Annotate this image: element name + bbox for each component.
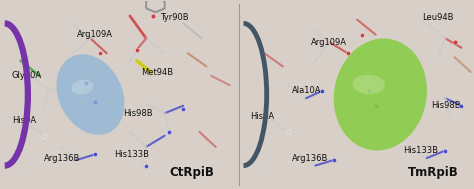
Ellipse shape — [71, 80, 93, 94]
Text: His133B: His133B — [114, 150, 149, 159]
Ellipse shape — [353, 74, 385, 94]
Point — [372, 104, 380, 107]
Point — [330, 158, 338, 161]
Point — [284, 130, 292, 133]
Text: Met94B: Met94B — [141, 67, 173, 77]
Text: Arg109A: Arg109A — [311, 38, 347, 47]
Text: Ala10A: Ala10A — [292, 86, 322, 95]
Point — [96, 52, 103, 55]
Point — [319, 89, 326, 92]
Point — [165, 130, 173, 133]
Text: Leu94B: Leu94B — [422, 13, 454, 22]
Point — [458, 104, 465, 107]
Point — [142, 164, 150, 167]
Text: His133B: His133B — [403, 146, 438, 155]
Point — [133, 48, 141, 51]
Text: Arg136B: Arg136B — [44, 154, 81, 163]
Point — [441, 149, 449, 152]
Point — [180, 108, 187, 111]
Point — [40, 134, 48, 137]
Ellipse shape — [56, 54, 125, 135]
Text: Arg136B: Arg136B — [292, 154, 328, 163]
Text: Gly10A: Gly10A — [12, 71, 42, 80]
Point — [91, 101, 99, 104]
Point — [82, 82, 90, 85]
Point — [149, 14, 157, 17]
Text: TmRpiB: TmRpiB — [408, 166, 459, 179]
Point — [451, 41, 458, 44]
Point — [91, 153, 99, 156]
Point — [365, 89, 373, 92]
Text: His98B: His98B — [431, 101, 461, 110]
Text: Arg109A: Arg109A — [77, 30, 112, 39]
Text: His9A: His9A — [12, 116, 36, 125]
Text: CtRpiB: CtRpiB — [169, 166, 214, 179]
Text: His98B: His98B — [123, 109, 153, 118]
Ellipse shape — [334, 39, 427, 150]
Point — [344, 52, 352, 55]
Point — [77, 97, 85, 100]
Text: His9A: His9A — [250, 112, 274, 122]
Text: Tyr90B: Tyr90B — [160, 13, 189, 22]
Point — [358, 33, 365, 36]
